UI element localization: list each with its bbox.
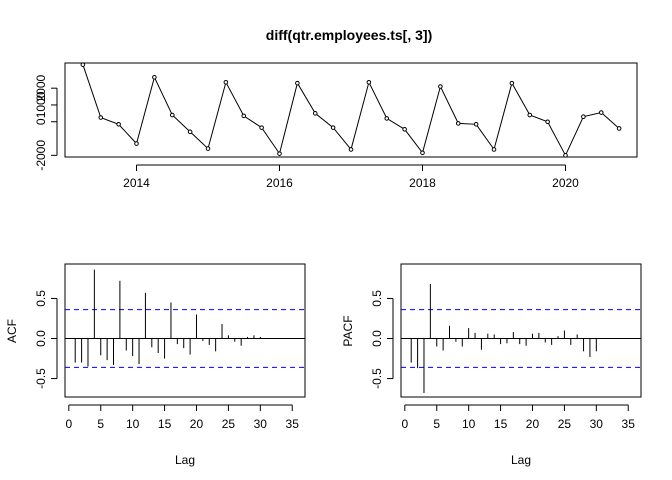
pacf-x-tick-label: 35 bbox=[622, 417, 636, 431]
acf-x-tick-label: 20 bbox=[190, 417, 204, 431]
ts-x-tick-label: 2016 bbox=[266, 176, 293, 190]
ts-data-point bbox=[438, 84, 443, 89]
ts-y-tick-label: -2000 bbox=[34, 140, 48, 171]
ts-data-point bbox=[581, 114, 586, 120]
acf-axes: 0 5 10 15 20 25 30 35 -0.5 0.0 0.5 bbox=[34, 290, 305, 431]
ts-data-point bbox=[545, 119, 550, 125]
pacf-x-tick-label: 25 bbox=[558, 417, 572, 431]
acf-bars bbox=[74, 269, 261, 367]
acf-x-tick-label: 35 bbox=[286, 417, 300, 431]
pacf-y-tick-label: -0.5 bbox=[370, 368, 384, 389]
ts-data-point bbox=[348, 147, 354, 152]
ts-plot-frame bbox=[64, 62, 638, 158]
pacf-x-tick-label: 10 bbox=[462, 417, 476, 431]
ts-series-line bbox=[82, 64, 620, 157]
pacf-x-tick-label: 20 bbox=[526, 417, 540, 431]
ts-data-point bbox=[312, 111, 318, 116]
ts-data-point bbox=[598, 110, 604, 115]
ts-data-point bbox=[616, 126, 622, 131]
pacf-x-tick-label: 15 bbox=[494, 417, 508, 431]
time-series-plot: diff(qtr.employees.ts[, 3]) 2014 2016 2018… bbox=[34, 27, 638, 190]
ts-x-tick-label: 2020 bbox=[552, 176, 579, 190]
acf-y-tick-label: 0.5 bbox=[34, 290, 48, 307]
pacf-plot: 0 5 10 15 20 25 30 35 -0.5 0.0 0.5 Lag PACF bbox=[341, 263, 642, 467]
pacf-x-tick-label: 0 bbox=[401, 417, 408, 431]
ts-data-point bbox=[277, 151, 282, 156]
ts-data-point bbox=[116, 121, 121, 127]
ts-data-point bbox=[402, 127, 407, 132]
acf-plot: 0 5 10 15 20 25 30 35 -0.5 0.0 0.5 Lag ACF bbox=[5, 263, 306, 467]
ts-data-point bbox=[330, 125, 336, 130]
pacf-xlabel: Lag bbox=[511, 453, 531, 467]
acf-x-tick-label: 5 bbox=[97, 417, 104, 431]
ts-x-tick-label: 2018 bbox=[409, 176, 436, 190]
ts-data-point bbox=[473, 121, 479, 127]
ts-data-point bbox=[366, 80, 372, 85]
pacf-axes: 0 5 10 15 20 25 30 35 -0.5 0.0 0.5 bbox=[370, 290, 641, 431]
ts-data-point bbox=[169, 112, 175, 118]
acf-xlabel: Lag bbox=[175, 453, 195, 467]
ts-data-point bbox=[134, 141, 139, 146]
acf-x-tick-label: 0 bbox=[65, 417, 72, 431]
ts-data-point bbox=[223, 80, 229, 85]
ts-data-point bbox=[295, 80, 300, 86]
pacf-y-tick-label: 0.0 bbox=[370, 330, 384, 347]
ts-y-tick-label: 1000 bbox=[34, 91, 48, 118]
ts-title: diff(qtr.employees.ts[, 3]) bbox=[266, 27, 432, 43]
pacf-plot-frame bbox=[400, 263, 642, 398]
pacf-bars bbox=[410, 284, 597, 393]
pacf-x-tick-label: 30 bbox=[590, 417, 604, 431]
ts-y-tick-label: 0 bbox=[34, 118, 48, 125]
ts-x-tick-label: 2014 bbox=[123, 176, 150, 190]
ts-data-point bbox=[152, 74, 157, 80]
ts-data-point bbox=[205, 146, 211, 151]
ts-data-point bbox=[420, 150, 425, 156]
ts-data-point bbox=[563, 153, 568, 158]
acf-y-tick-label: -0.5 bbox=[34, 368, 48, 389]
acf-ylabel: ACF bbox=[5, 319, 19, 343]
ts-data-point bbox=[98, 115, 104, 120]
acf-x-tick-label: 25 bbox=[222, 417, 236, 431]
ts-data-point bbox=[491, 147, 497, 152]
ts-data-point bbox=[80, 62, 86, 67]
ts-data-point bbox=[187, 129, 193, 135]
ts-data-point bbox=[384, 116, 390, 121]
ts-points bbox=[80, 62, 622, 158]
acf-y-tick-label: 0.0 bbox=[34, 330, 48, 347]
ts-data-point bbox=[509, 80, 515, 86]
ts-y-tick-label: 2000 bbox=[34, 75, 48, 102]
ts-data-point bbox=[455, 121, 461, 126]
ts-data-point bbox=[241, 113, 247, 119]
acf-x-tick-label: 10 bbox=[126, 417, 140, 431]
pacf-x-tick-label: 5 bbox=[433, 417, 440, 431]
acf-x-tick-label: 15 bbox=[158, 417, 172, 431]
pacf-y-tick-label: 0.5 bbox=[370, 290, 384, 307]
ts-data-point bbox=[527, 112, 533, 118]
acf-plot-frame bbox=[64, 263, 306, 398]
acf-x-tick-label: 30 bbox=[254, 417, 268, 431]
pacf-ylabel: PACF bbox=[341, 315, 355, 346]
ts-data-point bbox=[259, 125, 264, 130]
